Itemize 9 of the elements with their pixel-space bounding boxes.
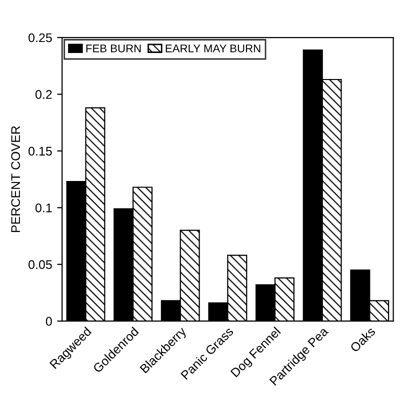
y-tick-label: 0.05 [28, 260, 52, 270]
legend-label: EARLY MAY BURN [166, 44, 260, 52]
legend-label: FEB BURN [86, 44, 141, 52]
y-tick-label: 0 [46, 316, 52, 326]
y-tick-label: 0.15 [28, 146, 52, 156]
y-tick-label: 0.1 [35, 203, 52, 212]
y-axis-title: PERCENT COVER [11, 126, 20, 232]
y-tick-label: 0.25 [28, 33, 52, 42]
y-tick-label: 0.2 [35, 90, 52, 99]
